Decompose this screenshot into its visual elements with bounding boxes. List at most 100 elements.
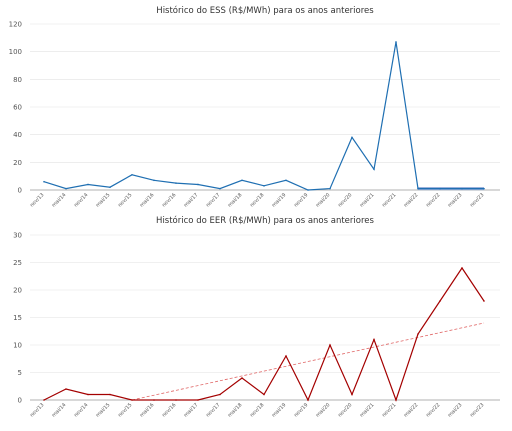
data-point (65, 388, 67, 390)
data-point (175, 182, 177, 184)
data-point (483, 187, 485, 190)
data-point (373, 338, 375, 341)
chart-1: Histórico do ESS (R$/MWh) para os anos a… (9, 5, 500, 209)
x-tick-label: mai/15 (95, 192, 112, 209)
data-point (461, 187, 463, 190)
x-tick-label: nov/20 (337, 192, 353, 208)
x-tick-label: mai/23 (447, 192, 464, 209)
trendline (131, 322, 485, 401)
data-point (329, 344, 331, 346)
x-tick-label: nov/16 (161, 402, 177, 418)
data-point (219, 187, 221, 190)
data-point (263, 185, 265, 187)
x-tick-label: mai/18 (227, 402, 244, 419)
data-point (43, 180, 45, 183)
data-point (285, 355, 287, 357)
x-tick-label: nov/23 (469, 402, 485, 418)
y-tick-label: 5 (18, 369, 22, 377)
data-point (439, 187, 441, 190)
x-tick-label: nov/20 (337, 402, 353, 418)
x-tick-label: nov/19 (293, 402, 309, 418)
x-tick-label: nov/13 (29, 402, 45, 418)
x-tick-label: nov/13 (29, 192, 45, 208)
x-tick-label: nov/19 (293, 192, 309, 208)
y-tick-label: 40 (13, 131, 22, 139)
x-tick-label: mai/20 (315, 402, 332, 419)
y-tick-label: 80 (13, 76, 22, 84)
y-tick-label: 120 (9, 21, 22, 29)
data-point (241, 179, 243, 182)
x-tick-label: nov/22 (425, 192, 441, 208)
data-point (483, 300, 485, 302)
x-tick-label: nov/14 (73, 402, 89, 418)
data-point (351, 393, 353, 396)
data-point (153, 179, 155, 182)
x-tick-label: mai/17 (183, 402, 200, 419)
data-point (109, 393, 111, 396)
x-tick-label: mai/23 (447, 402, 464, 419)
x-tick-label: mai/22 (403, 402, 420, 419)
data-point (153, 399, 155, 401)
chart-2-title: Histórico do EER (R$/MWh) para os anos a… (156, 215, 374, 226)
y-tick-label: 30 (13, 232, 22, 240)
x-tick-label: mai/15 (95, 402, 112, 419)
x-tick-label: mai/16 (139, 402, 156, 419)
data-point (109, 186, 111, 189)
x-tick-label: mai/17 (183, 192, 200, 209)
x-tick-label: nov/18 (249, 402, 265, 418)
y-tick-label: 60 (13, 104, 22, 112)
x-tick-label: nov/21 (381, 192, 397, 208)
y-tick-label: 15 (13, 314, 22, 322)
data-point (351, 136, 353, 139)
data-point (43, 399, 45, 401)
chart-2: Histórico do EER (R$/MWh) para os anos a… (13, 215, 500, 419)
data-point (395, 399, 397, 401)
x-tick-label: mai/20 (315, 192, 332, 209)
data-point (219, 393, 221, 396)
y-tick-label: 20 (13, 159, 22, 167)
x-tick-label: mai/14 (51, 192, 68, 209)
y-tick-label: 0 (18, 397, 22, 405)
y-tick-label: 10 (13, 342, 22, 350)
x-tick-label: mai/19 (271, 402, 288, 419)
x-tick-label: mai/21 (359, 402, 376, 419)
chart-1-title: Histórico do ESS (R$/MWh) para os anos a… (156, 5, 374, 16)
x-tick-label: nov/23 (469, 192, 485, 208)
data-point (329, 187, 331, 190)
x-tick-label: mai/14 (51, 402, 68, 419)
x-tick-label: nov/17 (205, 402, 221, 418)
x-tick-label: nov/21 (381, 402, 397, 418)
x-tick-label: nov/17 (205, 192, 221, 208)
data-point (395, 41, 397, 43)
data-point (87, 393, 89, 396)
data-point (373, 168, 375, 171)
data-point (285, 179, 287, 182)
series-line (43, 41, 484, 191)
data-point (263, 393, 265, 396)
x-tick-label: nov/18 (249, 192, 265, 208)
x-tick-label: nov/14 (73, 192, 89, 208)
y-tick-label: 100 (9, 48, 22, 56)
data-point (87, 183, 89, 186)
x-tick-label: mai/21 (359, 192, 376, 209)
data-point (65, 187, 67, 190)
data-point (461, 267, 463, 269)
data-point (197, 399, 199, 401)
x-tick-label: nov/16 (161, 192, 177, 208)
x-tick-label: mai/18 (227, 192, 244, 209)
data-point (307, 189, 309, 191)
data-point (197, 183, 199, 186)
data-point (131, 399, 133, 401)
y-tick-label: 25 (13, 259, 22, 267)
x-tick-label: mai/16 (139, 192, 156, 209)
x-tick-label: mai/22 (403, 192, 420, 209)
data-point (307, 399, 309, 401)
y-tick-label: 0 (18, 187, 22, 195)
data-point (439, 300, 441, 302)
data-point (131, 173, 133, 176)
data-point (417, 187, 419, 190)
x-tick-label: nov/15 (117, 192, 133, 208)
y-tick-label: 20 (13, 287, 22, 295)
